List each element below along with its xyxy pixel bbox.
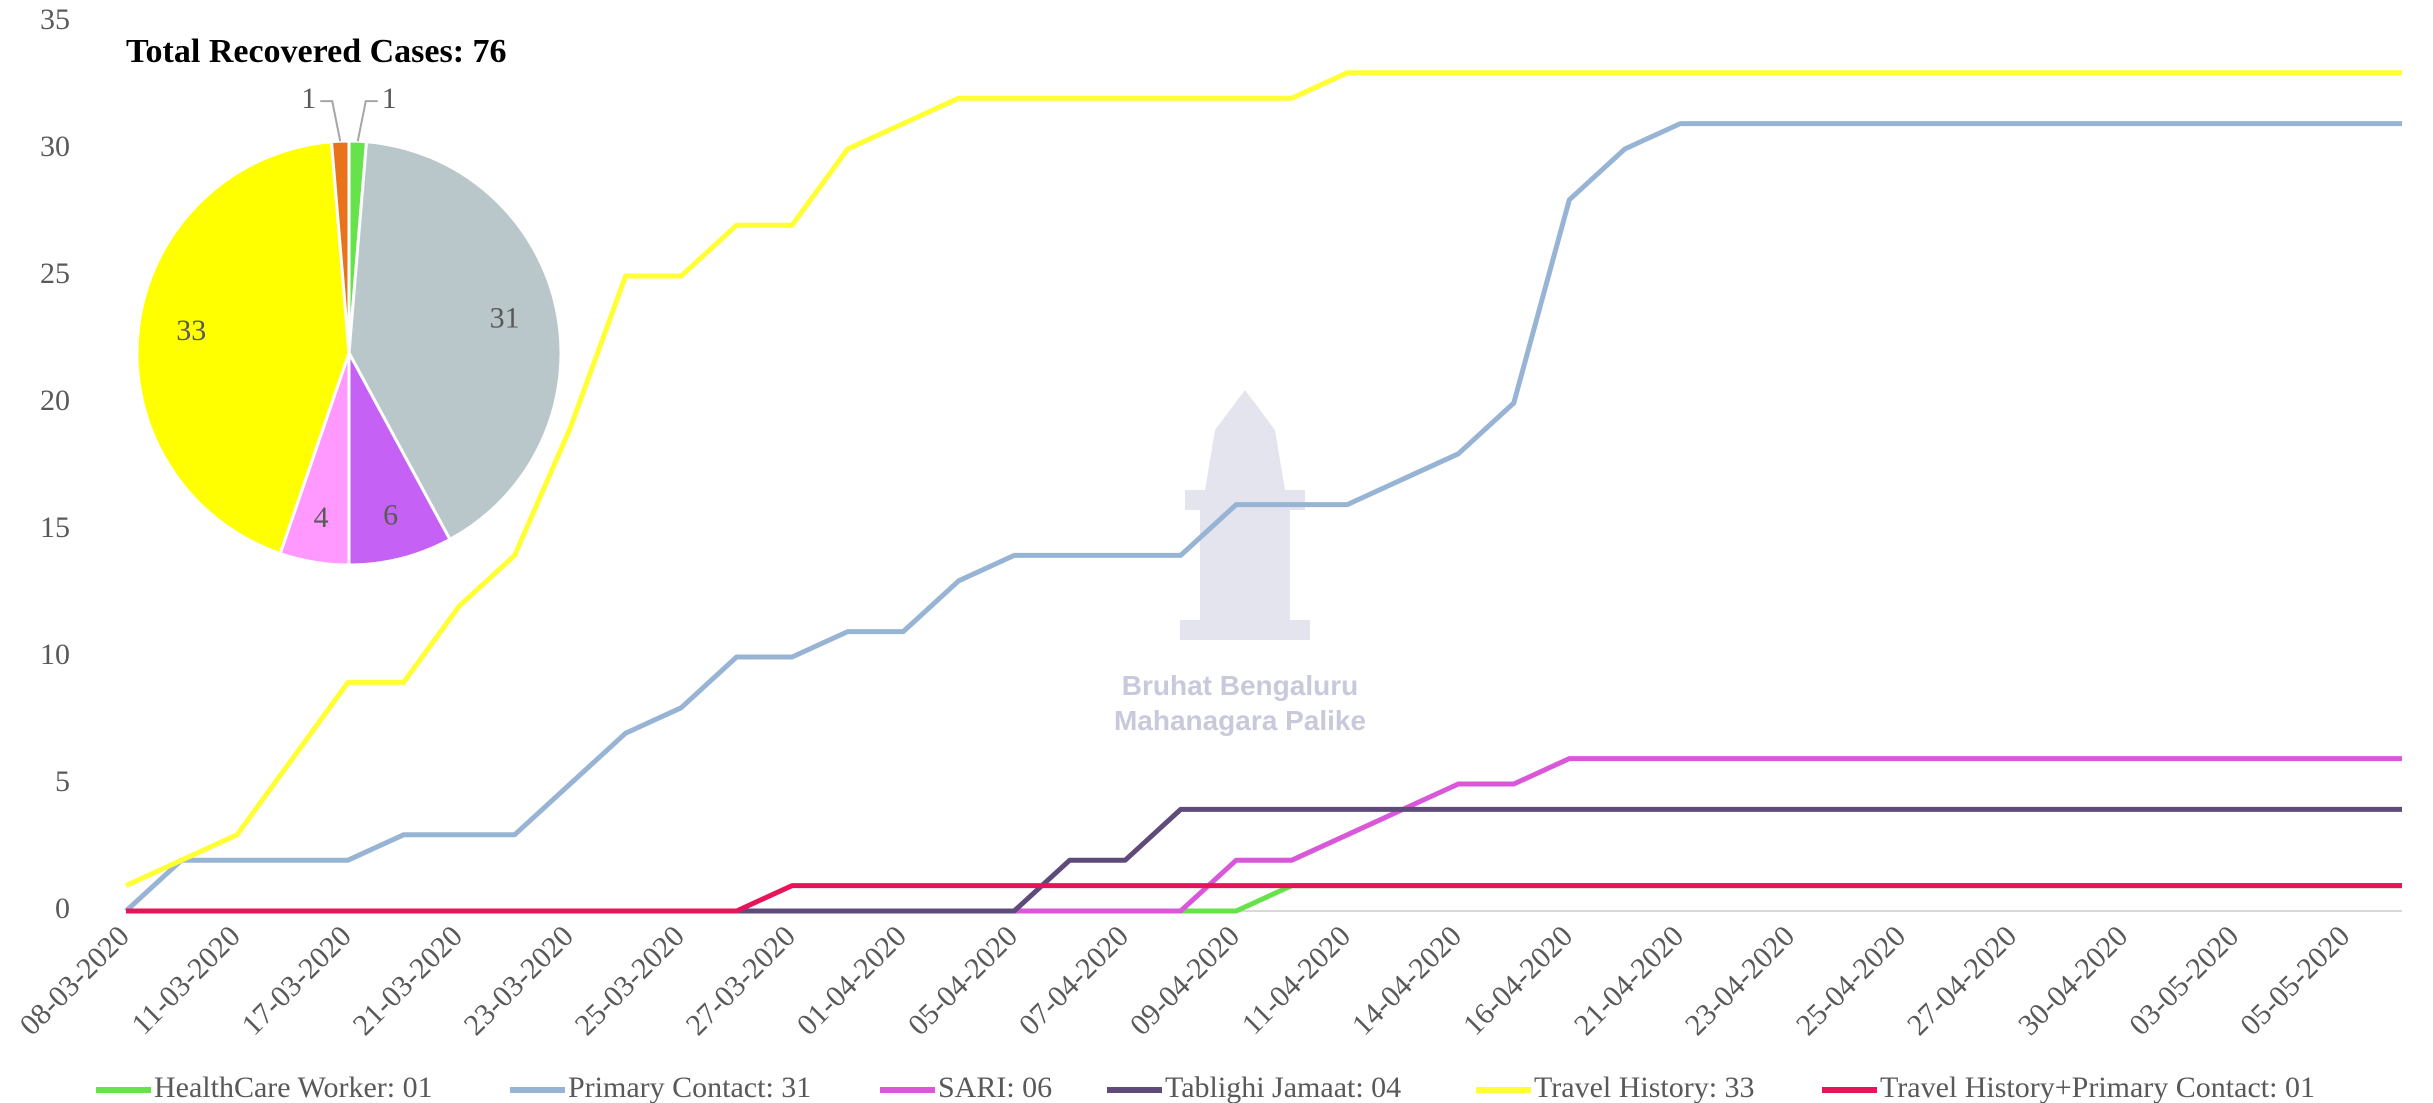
legend-item: Primary Contact: 31 bbox=[510, 1071, 811, 1103]
series-line bbox=[126, 883, 2402, 914]
x-tick-label: 07-04-2020 bbox=[1013, 919, 1135, 1041]
pie-label: 31 bbox=[490, 301, 520, 334]
x-tick-label: 05-04-2020 bbox=[902, 919, 1024, 1041]
x-tick-label: 14-04-2020 bbox=[1346, 919, 1468, 1041]
y-tick-label: 25 bbox=[40, 257, 70, 290]
x-tick-label: 27-03-2020 bbox=[680, 919, 802, 1041]
x-tick-label: 03-05-2020 bbox=[2123, 919, 2245, 1041]
x-tick-label: 23-03-2020 bbox=[458, 919, 580, 1041]
legend-label: Tablighi Jamaat: 04 bbox=[1165, 1071, 1401, 1103]
series-line bbox=[126, 883, 2402, 914]
watermark-text: Bruhat Bengaluru bbox=[1122, 670, 1358, 701]
x-tick-label: 21-03-2020 bbox=[347, 919, 469, 1041]
watermark-text: Mahanagara Palike bbox=[1114, 705, 1366, 736]
leader-line bbox=[356, 100, 378, 142]
legend-label: SARI: 06 bbox=[938, 1071, 1052, 1103]
pie-label: 33 bbox=[176, 314, 206, 347]
x-tick-label: 11-03-2020 bbox=[125, 919, 247, 1041]
y-tick-label: 30 bbox=[40, 130, 70, 163]
x-tick-label: 27-04-2020 bbox=[1901, 919, 2023, 1041]
x-tick-label: 16-04-2020 bbox=[1457, 919, 1579, 1041]
pie-slice bbox=[347, 140, 563, 542]
legend-label: Travel History: 33 bbox=[1534, 1071, 1755, 1103]
pie-label: 1 bbox=[301, 82, 316, 115]
y-tick-label: 20 bbox=[40, 384, 70, 417]
y-tick-label: 35 bbox=[40, 3, 70, 36]
series-line bbox=[124, 70, 2402, 888]
watermark: Bruhat Bengaluru Mahanagara Palike bbox=[1114, 390, 1366, 736]
y-tick-label: 5 bbox=[55, 765, 70, 798]
x-tick-label: 25-03-2020 bbox=[569, 919, 691, 1041]
x-tick-label: 21-04-2020 bbox=[1568, 919, 1690, 1041]
x-tick-label: 11-04-2020 bbox=[1236, 919, 1358, 1041]
legend-item: Tablighi Jamaat: 04 bbox=[1107, 1071, 1401, 1103]
leader-line bbox=[320, 100, 342, 142]
legend-item: Travel History: 33 bbox=[1476, 1071, 1755, 1103]
x-tick-label: 09-04-2020 bbox=[1124, 919, 1246, 1041]
legend-label: HealthCare Worker: 01 bbox=[154, 1071, 433, 1103]
watermark-emblem bbox=[1180, 390, 1310, 640]
y-tick-label: 15 bbox=[40, 511, 70, 544]
legend-item: Travel History+Primary Contact: 01 bbox=[1822, 1071, 2315, 1103]
pie-label: 1 bbox=[382, 82, 397, 115]
x-tick-label: 08-03-2020 bbox=[14, 919, 136, 1041]
legend-label: Primary Contact: 31 bbox=[568, 1071, 811, 1103]
x-tick-label: 23-04-2020 bbox=[1679, 919, 1801, 1041]
x-tick-label: 01-04-2020 bbox=[791, 919, 913, 1041]
x-tick-label: 05-05-2020 bbox=[2234, 919, 2356, 1041]
series-line bbox=[124, 121, 2402, 913]
pie-slice bbox=[135, 140, 351, 556]
x-tick-label: 17-03-2020 bbox=[236, 919, 358, 1041]
y-tick-label: 0 bbox=[55, 892, 70, 925]
x-tick-label: 25-04-2020 bbox=[1790, 919, 1912, 1041]
x-tick-label: 30-04-2020 bbox=[2012, 919, 2134, 1041]
pie-label: 4 bbox=[314, 501, 329, 534]
legend-label: Travel History+Primary Contact: 01 bbox=[1880, 1071, 2315, 1103]
y-tick-label: 10 bbox=[40, 638, 70, 671]
pie-label: 6 bbox=[383, 498, 398, 531]
pie-title: Total Recovered Cases: 76 bbox=[126, 33, 507, 70]
pie-slice bbox=[347, 352, 452, 567]
legend-item: SARI: 06 bbox=[880, 1071, 1052, 1103]
legend-item: HealthCare Worker: 01 bbox=[96, 1071, 433, 1103]
